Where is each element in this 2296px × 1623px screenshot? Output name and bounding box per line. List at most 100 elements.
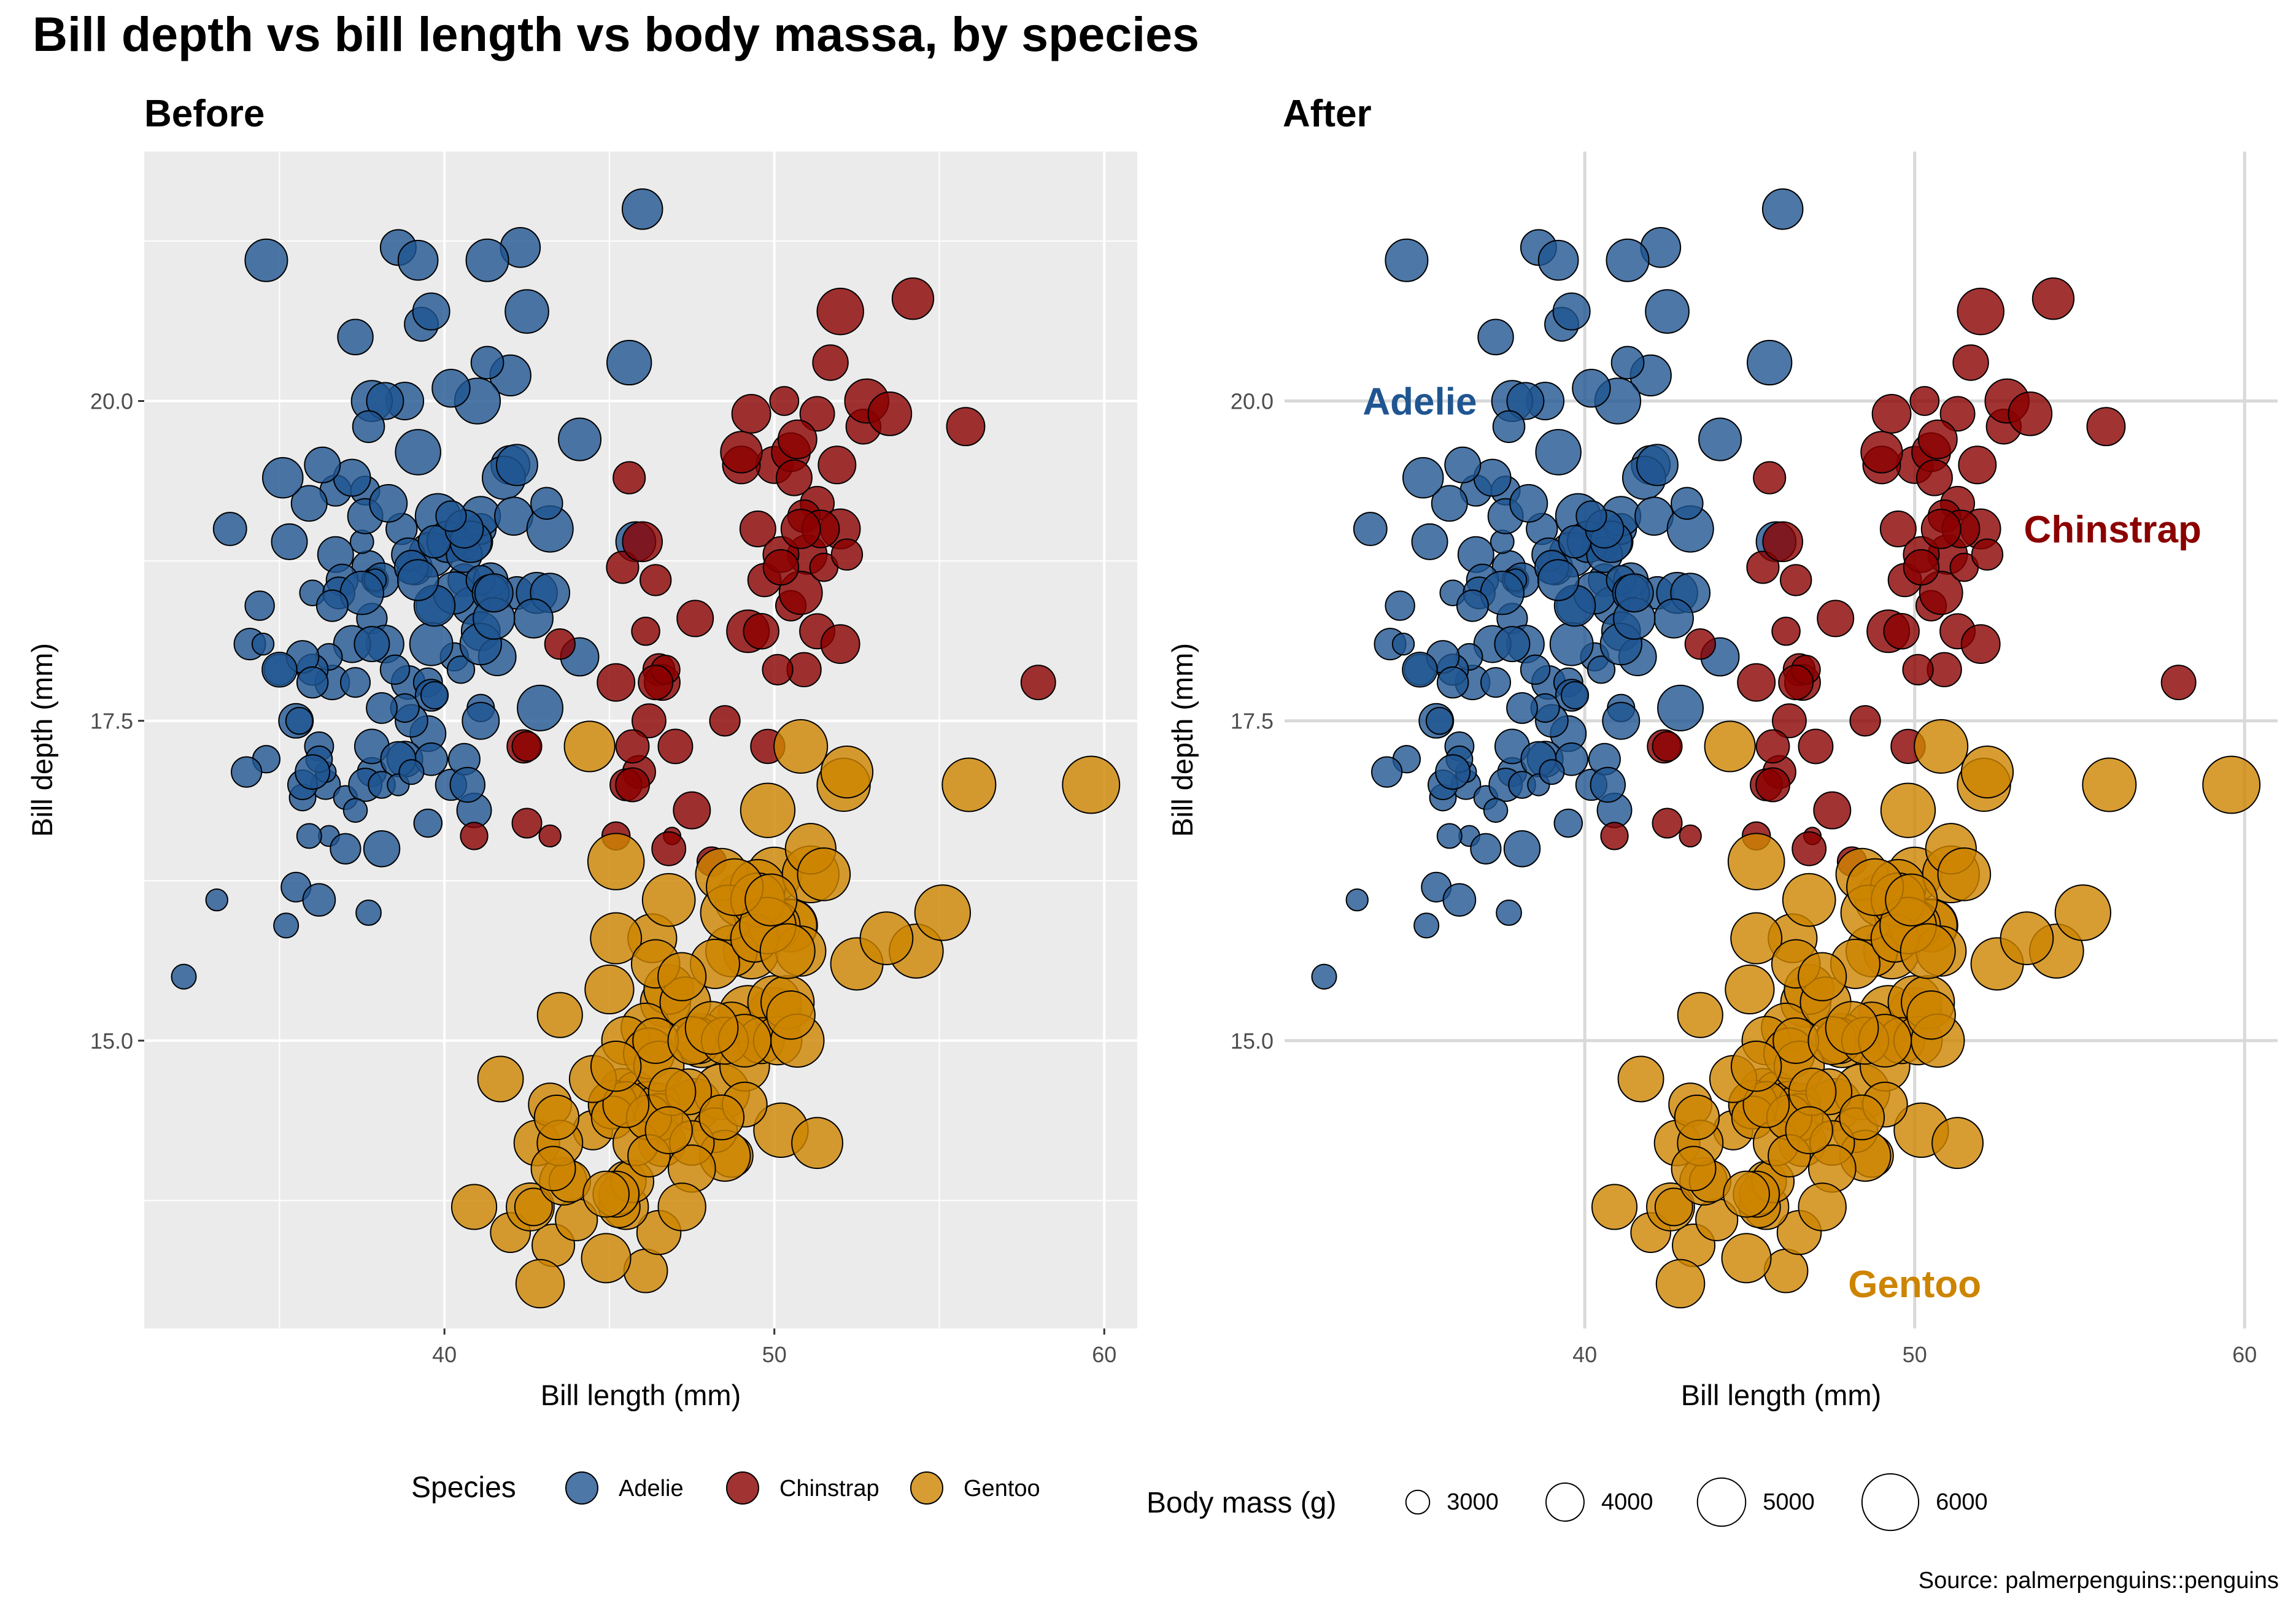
data-point-gentoo bbox=[1825, 1001, 1879, 1055]
data-point-adelie bbox=[413, 808, 443, 838]
data-point-adelie bbox=[304, 446, 341, 484]
data-point-gentoo bbox=[644, 1106, 693, 1155]
y-tick-label: 15.0 bbox=[90, 1028, 133, 1054]
data-point-chinstrap bbox=[830, 538, 864, 571]
data-point-adelie bbox=[1470, 833, 1502, 865]
data-point-chinstrap bbox=[1952, 344, 1989, 381]
data-point-gentoo bbox=[1931, 1117, 1984, 1170]
data-point-adelie bbox=[1553, 808, 1583, 838]
data-point-adelie bbox=[1653, 598, 1694, 639]
data-point-chinstrap bbox=[1917, 419, 1958, 460]
data-point-adelie bbox=[1698, 417, 1742, 461]
data-point-gentoo bbox=[2202, 755, 2261, 814]
data-point-gentoo bbox=[1723, 1170, 1770, 1218]
data-point-adelie bbox=[1371, 756, 1403, 788]
data-point-gentoo bbox=[859, 911, 914, 965]
data-point-adelie bbox=[420, 680, 449, 710]
data-point-chinstrap bbox=[1746, 550, 1780, 584]
data-point-adelie bbox=[355, 900, 382, 926]
data-point-adelie bbox=[1444, 446, 1482, 484]
data-point-chinstrap bbox=[1971, 538, 2004, 571]
legend-label-gentoo: Gentoo bbox=[964, 1476, 1040, 1502]
data-point-chinstrap bbox=[1957, 287, 2004, 336]
data-point-adelie bbox=[369, 484, 408, 523]
data-point-gentoo bbox=[514, 1187, 553, 1227]
data-point-chinstrap bbox=[1958, 445, 1997, 485]
legend-size-title: Body mass (g) bbox=[1146, 1487, 1336, 1519]
data-point-gentoo bbox=[759, 923, 816, 979]
x-tick-label: 40 bbox=[432, 1342, 457, 1367]
data-point-chinstrap bbox=[1771, 617, 1801, 646]
data-point-chinstrap bbox=[1772, 703, 1807, 739]
annotation-chinstrap: Chinstrap bbox=[2024, 509, 2201, 551]
data-point-gentoo bbox=[584, 964, 635, 1015]
data-point-gentoo bbox=[1785, 1106, 1833, 1155]
data-point-adelie bbox=[470, 345, 504, 380]
y-tick-label: 17.5 bbox=[90, 709, 133, 734]
data-point-gentoo bbox=[740, 782, 796, 838]
data-point-adelie bbox=[1385, 238, 1429, 282]
data-point-gentoo bbox=[1782, 873, 1836, 927]
data-point-adelie bbox=[431, 368, 471, 408]
data-point-chinstrap bbox=[731, 393, 771, 434]
data-point-adelie bbox=[354, 626, 390, 663]
data-point-gentoo bbox=[1671, 1146, 1717, 1192]
data-point-adelie bbox=[261, 457, 304, 499]
data-point-adelie bbox=[1645, 289, 1690, 334]
data-point-gentoo bbox=[587, 833, 645, 890]
caption: Source: palmerpenguins::penguins bbox=[1918, 1568, 2279, 1594]
data-point-chinstrap bbox=[891, 277, 935, 320]
data-point-gentoo bbox=[450, 1184, 498, 1230]
data-point-adelie bbox=[1311, 963, 1337, 990]
data-point-gentoo bbox=[530, 1146, 576, 1192]
data-point-chinstrap bbox=[780, 509, 821, 549]
data-point-chinstrap bbox=[1817, 599, 1855, 638]
data-point-adelie bbox=[1560, 680, 1590, 710]
data-point-adelie bbox=[1436, 666, 1469, 699]
data-point-adelie bbox=[337, 318, 374, 356]
data-point-adelie bbox=[1431, 485, 1468, 522]
data-point-chinstrap bbox=[1849, 705, 1881, 737]
data-point-adelie bbox=[1391, 632, 1415, 656]
data-point-adelie bbox=[606, 339, 652, 386]
data-point-gentoo bbox=[1914, 719, 1969, 774]
data-point-adelie bbox=[1506, 382, 1545, 420]
data-point-gentoo bbox=[536, 992, 583, 1038]
data-point-chinstrap bbox=[1755, 729, 1790, 764]
data-point-adelie bbox=[302, 883, 336, 917]
data-point-chinstrap bbox=[1903, 549, 1940, 586]
y-tick-label: 17.5 bbox=[1231, 709, 1274, 734]
data-point-gentoo bbox=[1798, 1182, 1847, 1232]
data-point-chinstrap bbox=[1679, 824, 1702, 848]
data-point-adelie bbox=[1552, 292, 1591, 331]
data-point-gentoo bbox=[1725, 964, 1775, 1015]
data-point-chinstrap bbox=[1960, 624, 2001, 665]
data-point-chinstrap bbox=[460, 822, 489, 850]
y-axis-label: Bill depth (mm) bbox=[26, 643, 58, 837]
panel-after: 40 50 60 15.0 17.5 20.0 Bill length (mm) Bill d… bbox=[1166, 152, 2278, 1411]
data-point-chinstrap bbox=[946, 407, 986, 447]
legend-species-title: Species bbox=[411, 1471, 516, 1504]
data-point-adelie bbox=[1614, 573, 1654, 613]
data-point-adelie bbox=[530, 487, 563, 520]
data-point-adelie bbox=[1602, 701, 1641, 740]
data-point-chinstrap bbox=[676, 599, 714, 638]
data-point-gentoo bbox=[1654, 1187, 1693, 1227]
legend-key-gentoo bbox=[910, 1471, 943, 1505]
x-tick-label: 40 bbox=[1572, 1342, 1597, 1367]
data-point-chinstrap bbox=[597, 663, 636, 702]
data-point-gentoo bbox=[2054, 884, 2112, 941]
data-point-gentoo bbox=[791, 1117, 844, 1170]
data-point-gentoo bbox=[1880, 782, 1936, 838]
data-point-adelie bbox=[251, 632, 275, 656]
data-point-adelie bbox=[1494, 626, 1531, 663]
data-point-chinstrap bbox=[1871, 393, 1912, 434]
data-point-chinstrap bbox=[511, 731, 543, 762]
data-point-adelie bbox=[1456, 589, 1489, 622]
data-point-chinstrap bbox=[1600, 822, 1629, 850]
data-point-chinstrap bbox=[1753, 461, 1787, 495]
data-point-adelie bbox=[495, 444, 538, 487]
y-tick-label: 15.0 bbox=[1231, 1028, 1274, 1054]
subtitle-after: After bbox=[1283, 93, 1372, 135]
